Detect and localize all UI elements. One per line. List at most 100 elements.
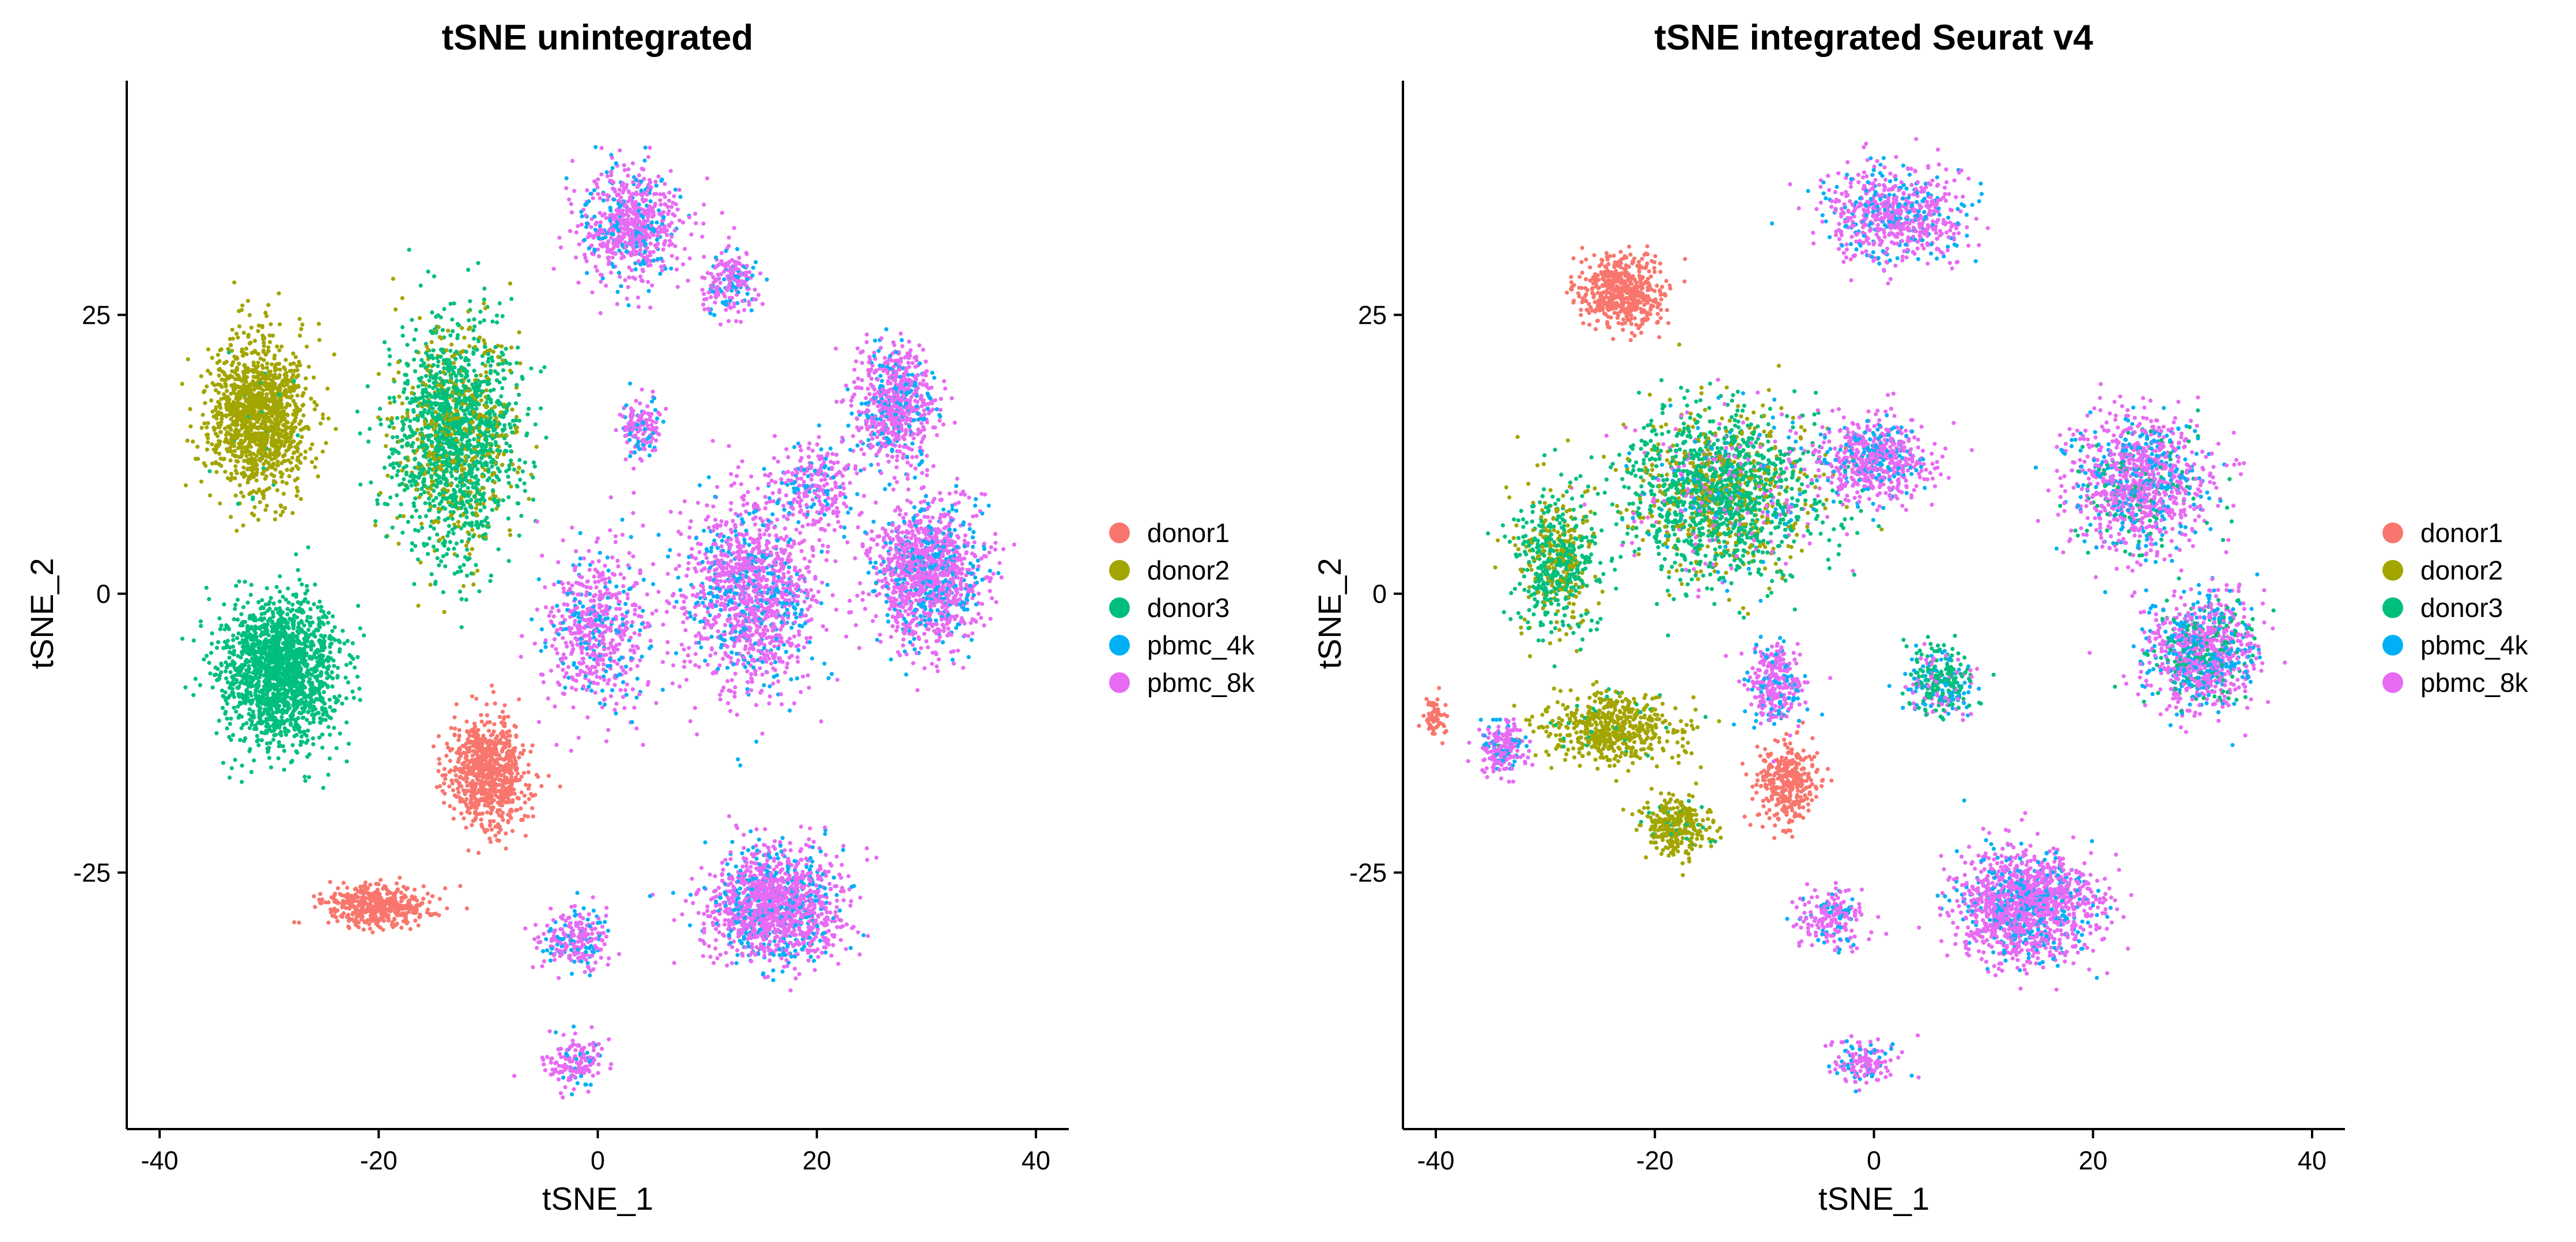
data-point-donor2 xyxy=(285,431,289,436)
data-point-donor2 xyxy=(274,408,278,412)
data-point-donor3 xyxy=(464,373,469,378)
data-point-donor2 xyxy=(297,334,302,338)
data-point-donor2 xyxy=(255,419,259,424)
data-point-donor3 xyxy=(237,713,242,718)
data-point-donor2 xyxy=(410,385,415,390)
data-point-donor3 xyxy=(441,445,445,450)
data-point-donor3 xyxy=(266,657,271,661)
data-point-donor1 xyxy=(517,755,521,760)
data-point-donor3 xyxy=(252,661,258,666)
data-point-donor2 xyxy=(296,384,301,388)
data-point-donor3 xyxy=(250,656,255,661)
data-point-donor3 xyxy=(395,416,400,421)
data-point-donor2 xyxy=(396,370,401,375)
data-point-donor3 xyxy=(468,299,472,304)
data-point-donor3 xyxy=(308,694,313,698)
data-point-donor2 xyxy=(436,506,441,511)
data-point-donor2 xyxy=(229,449,233,454)
data-point-donor3 xyxy=(294,726,298,731)
data-point-donor2 xyxy=(253,457,258,462)
data-point-donor3 xyxy=(305,738,310,743)
data-point-donor3 xyxy=(471,534,475,539)
data-point-donor2 xyxy=(294,494,299,498)
data-point-donor3 xyxy=(415,416,420,421)
data-point-donor2 xyxy=(491,494,495,498)
cluster-donor2 xyxy=(180,280,338,533)
data-point-donor3 xyxy=(472,494,476,499)
data-point-donor2 xyxy=(206,347,211,352)
data-point-donor3 xyxy=(453,357,458,361)
data-point-donor3 xyxy=(436,516,441,520)
data-point-donor3 xyxy=(267,607,272,611)
data-point-donor3 xyxy=(340,701,345,706)
data-point-donor3 xyxy=(288,633,292,638)
cluster-donor1 xyxy=(431,683,562,855)
data-point-donor3 xyxy=(234,709,239,714)
data-point-donor2 xyxy=(263,419,267,424)
data-point-donor2 xyxy=(391,277,395,281)
data-point-donor3 xyxy=(290,649,294,653)
data-point-donor3 xyxy=(233,607,237,611)
data-point-donor3 xyxy=(227,775,232,780)
data-point-donor2 xyxy=(470,528,475,532)
data-point-donor3 xyxy=(328,650,332,655)
data-point-donor3 xyxy=(477,589,482,594)
data-point-donor2 xyxy=(217,403,222,408)
data-point-donor3 xyxy=(232,661,237,665)
data-point-donor2 xyxy=(431,520,436,525)
data-point-donor2 xyxy=(244,380,248,384)
data-point-donor3 xyxy=(350,690,355,694)
data-point-donor2 xyxy=(289,444,293,449)
data-point-donor3 xyxy=(319,604,324,609)
data-point-donor2 xyxy=(224,437,228,441)
data-point-donor3 xyxy=(259,616,263,620)
data-point-donor2 xyxy=(199,374,203,378)
data-point-donor3 xyxy=(484,418,489,422)
data-point-donor3 xyxy=(273,667,277,671)
data-point-donor3 xyxy=(319,608,324,613)
data-point-donor3 xyxy=(449,493,453,498)
data-point-donor2 xyxy=(462,335,467,340)
data-point-donor2 xyxy=(298,497,303,501)
data-point-donor3 xyxy=(392,399,397,404)
data-point-donor3 xyxy=(487,381,491,386)
data-point-donor3 xyxy=(365,384,370,389)
data-point-donor3 xyxy=(273,721,278,725)
data-point-donor3 xyxy=(247,670,251,675)
data-point-donor3 xyxy=(513,418,518,423)
data-point-donor3 xyxy=(318,720,323,725)
data-point-donor3 xyxy=(222,695,226,699)
data-point-donor3 xyxy=(292,734,297,739)
data-point-donor3 xyxy=(207,597,211,601)
data-point-donor2 xyxy=(208,372,213,376)
data-point-donor3 xyxy=(210,631,214,636)
data-point-donor2 xyxy=(510,407,515,412)
data-point-donor1 xyxy=(470,823,474,827)
data-point-donor3 xyxy=(308,615,313,620)
data-point-donor3 xyxy=(444,441,449,445)
data-point-donor3 xyxy=(358,698,362,702)
data-point-donor2 xyxy=(290,455,294,460)
data-point-donor2 xyxy=(237,483,242,487)
data-point-donor2 xyxy=(429,340,434,344)
data-point-donor3 xyxy=(234,678,239,683)
data-point-donor3 xyxy=(180,637,185,641)
data-point-donor3 xyxy=(456,323,462,328)
data-point-donor3 xyxy=(282,697,286,702)
data-point-donor2 xyxy=(234,459,239,463)
data-point-donor2 xyxy=(241,331,246,335)
data-point-donor3 xyxy=(207,660,211,665)
data-point-donor2 xyxy=(317,338,322,342)
data-point-donor2 xyxy=(421,380,426,385)
data-point-donor3 xyxy=(217,718,221,723)
data-point-donor3 xyxy=(283,677,288,682)
data-point-donor2 xyxy=(241,523,245,528)
data-point-donor2 xyxy=(400,401,404,406)
data-point-donor3 xyxy=(417,396,421,401)
data-point-donor3 xyxy=(220,688,225,693)
data-point-donor3 xyxy=(417,471,422,476)
data-point-donor2 xyxy=(266,302,271,308)
data-point-donor3 xyxy=(520,374,524,379)
data-point-donor3 xyxy=(244,658,249,662)
data-point-donor3 xyxy=(388,354,392,359)
